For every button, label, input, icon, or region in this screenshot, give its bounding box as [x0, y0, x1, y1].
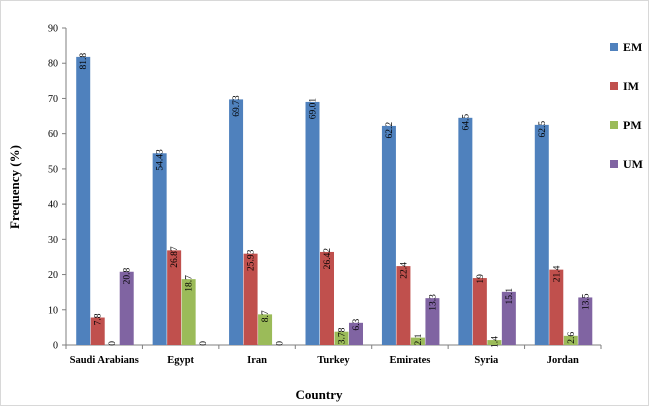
bar-pm — [563, 335, 578, 345]
data-label: 13.5 — [581, 293, 591, 310]
bar-pm — [181, 279, 196, 345]
y-tick-label: 60 — [48, 129, 58, 140]
bars: 81.8 7.8 0 20.8 54.43 26.87 18.7 0 69.73 25.93 8.7… — [76, 53, 593, 348]
legend-swatch-em — [610, 43, 618, 51]
data-label: 0 — [276, 341, 286, 346]
data-label: 13.3 — [428, 294, 438, 311]
legend-swatch-um — [610, 160, 618, 168]
x-tick-label: Emirates — [390, 355, 431, 366]
bar-um — [119, 271, 134, 345]
data-label: 26.42 — [323, 248, 333, 270]
x-tick-label: Turkey — [317, 355, 350, 366]
y-tick-label: 10 — [48, 305, 58, 316]
legend-label: EM — [623, 40, 642, 54]
y-tick-label: 50 — [48, 164, 58, 175]
data-label: 64.5 — [461, 114, 471, 131]
data-label: 69.73 — [232, 95, 242, 117]
data-label: 15.1 — [505, 288, 515, 305]
data-label: 2.6 — [567, 332, 577, 344]
x-axis-title: Country — [296, 387, 343, 402]
data-label: 21.4 — [552, 265, 562, 282]
bar-em — [458, 117, 473, 345]
bar-em — [534, 124, 549, 345]
bar-im — [90, 317, 105, 345]
data-label: 6.3 — [352, 319, 362, 331]
y-tick-label: 70 — [48, 94, 58, 105]
legend-label: IM — [623, 79, 639, 93]
y-tick-label: 20 — [48, 270, 58, 281]
bar-em — [305, 101, 320, 345]
bar-pm — [258, 314, 273, 345]
bar-im — [396, 266, 411, 345]
y-axis-title: Frequency (%) — [7, 145, 22, 229]
data-label: 1.4 — [490, 336, 500, 348]
bar-em — [229, 99, 244, 345]
data-label: 0 — [199, 341, 209, 346]
data-label: 81.8 — [79, 53, 89, 70]
bar-im — [549, 269, 564, 345]
data-label: 62.2 — [385, 122, 395, 139]
legend-label: PM — [623, 118, 642, 132]
bar-pm — [410, 337, 425, 345]
legend-label: UM — [623, 157, 643, 171]
bar-pm — [334, 331, 349, 345]
bar-pm — [487, 340, 502, 345]
data-label: 3.78 — [338, 327, 348, 344]
y-tick-label: 40 — [48, 200, 58, 211]
x-tick-label: Egypt — [167, 355, 194, 366]
data-label: 7.8 — [94, 313, 104, 325]
bar-im — [472, 278, 487, 345]
data-label: 0 — [108, 341, 118, 346]
y-tick-label: 30 — [48, 235, 58, 246]
bar-um — [501, 291, 516, 345]
data-label: 20.8 — [123, 267, 133, 284]
legend: EM IM PM UM — [610, 40, 643, 171]
data-label: 19 — [476, 274, 486, 284]
data-label: 22.4 — [399, 262, 409, 279]
legend-swatch-pm — [610, 121, 618, 129]
x-tick-label: Iran — [247, 355, 267, 366]
data-label: 18.7 — [185, 275, 195, 292]
y-tick-label: 90 — [48, 24, 58, 35]
data-label: 69.01 — [309, 98, 319, 120]
bar-um — [349, 322, 363, 345]
bar-um — [425, 298, 440, 345]
legend-swatch-im — [610, 82, 618, 90]
y-tick-label: 80 — [48, 59, 58, 70]
bar-im — [320, 251, 334, 345]
y-ticks: 0 10 20 30 40 50 60 70 80 90 — [48, 24, 66, 352]
x-ticks: Saudi Arabians Egypt Iran Turkey Emirates Syr… — [65, 345, 602, 366]
bar-im — [167, 250, 182, 345]
data-label: 25.93 — [247, 249, 257, 271]
bar-em — [152, 153, 167, 345]
data-label: 2.1 — [414, 333, 424, 345]
bar-um — [578, 297, 593, 345]
data-label: 62.5 — [538, 121, 548, 138]
bar-em — [381, 125, 396, 345]
bar-im — [243, 253, 258, 345]
data-label: 26.87 — [170, 246, 180, 268]
data-label: 54.43 — [156, 149, 166, 171]
x-tick-label: Saudi Arabians — [70, 355, 139, 366]
y-tick-label: 0 — [53, 341, 58, 352]
x-tick-label: Syria — [474, 355, 499, 366]
bar-em — [76, 56, 91, 345]
x-tick-label: Jordan — [547, 355, 579, 366]
data-label: 8.7 — [261, 310, 271, 322]
